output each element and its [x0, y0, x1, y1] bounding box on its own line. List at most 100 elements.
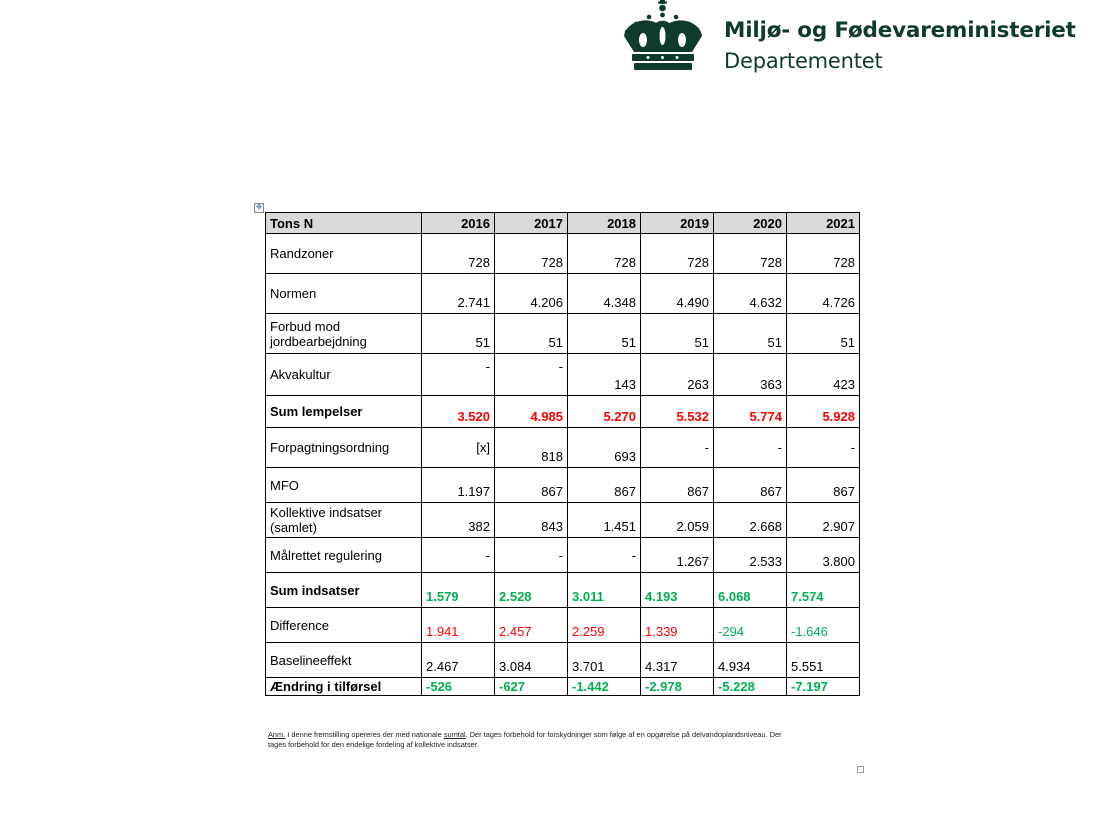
- table-row: Ændring i tilførsel -526 -627 -1.442 -2.…: [265, 677, 860, 696]
- table-cell: 4.726: [786, 273, 860, 314]
- row-label: Randzoner: [265, 233, 422, 274]
- row-label: MFO: [265, 467, 422, 503]
- row-label: Akvakultur: [265, 353, 422, 396]
- table-cell: -2.978: [640, 677, 714, 696]
- table-cell: 7.574: [786, 572, 860, 608]
- column-header: 2018: [567, 212, 641, 234]
- table-cell: -: [494, 353, 568, 396]
- table-cell: 143: [567, 353, 641, 396]
- table-cell: 2.259: [567, 607, 641, 643]
- table-cell: 3.011: [567, 572, 641, 608]
- table-cell: 728: [421, 233, 495, 274]
- table-cell: 5.270: [567, 395, 641, 428]
- table-cell: -1.442: [567, 677, 641, 696]
- table-cell: 1.941: [421, 607, 495, 643]
- table-cell: -: [640, 427, 714, 468]
- table-cell: 51: [640, 313, 714, 354]
- row-label: Difference: [265, 607, 422, 643]
- table-cell: 867: [713, 467, 787, 503]
- table-cell: 2.907: [786, 502, 860, 538]
- nitrogen-table: Tons N 2016 2017 2018 2019 2020 2021 Ran…: [265, 212, 860, 696]
- footnote-underlined: sumtal: [443, 730, 466, 739]
- table-cell: 6.068: [713, 572, 787, 608]
- table-cell: 2.059: [640, 502, 714, 538]
- table-cell: -: [713, 427, 787, 468]
- table-cell: 728: [786, 233, 860, 274]
- department-name: Departementet: [724, 49, 883, 73]
- table-row: Sum lempelser 3.520 4.985 5.270 5.532 5.…: [265, 395, 860, 428]
- row-label: Sum indsatser: [265, 572, 422, 608]
- table-cell: 2.668: [713, 502, 787, 538]
- table-cell: 4.632: [713, 273, 787, 314]
- table-cell: 263: [640, 353, 714, 396]
- column-header: 2021: [786, 212, 860, 234]
- table-cell: -: [567, 537, 641, 573]
- table-cell: 728: [640, 233, 714, 274]
- table-row: Baselineeffekt 2.467 3.084 3.701 4.317 4…: [265, 642, 860, 678]
- table-row: Randzoner 728 728 728 728 728 728: [265, 233, 860, 274]
- table-cell: 1.579: [421, 572, 495, 608]
- ministry-name: Miljø- og Fødevareministeriet: [724, 18, 1076, 43]
- table-cell: 2.528: [494, 572, 568, 608]
- table-cell: -627: [494, 677, 568, 696]
- table-cell: -5.228: [713, 677, 787, 696]
- table-cell: 423: [786, 353, 860, 396]
- table-cell: 2.533: [713, 537, 787, 573]
- column-header: 2017: [494, 212, 568, 234]
- column-header: 2020: [713, 212, 787, 234]
- table-cell: 2.467: [421, 642, 495, 678]
- table-cell: -: [421, 353, 495, 396]
- table-cell: 4.317: [640, 642, 714, 678]
- table-row: Forbud mod jordbearbejdning 51 51 51 51 …: [265, 313, 860, 354]
- row-label: Målrettet regulering: [265, 537, 422, 573]
- row-label: Normen: [265, 273, 422, 314]
- table-cell: -: [494, 537, 568, 573]
- table-header-row: Tons N 2016 2017 2018 2019 2020 2021: [265, 212, 860, 234]
- ministry-logo: Miljø- og Fødevareministeriet Departemen…: [618, 0, 1088, 80]
- table-cell: -: [421, 537, 495, 573]
- column-header: 2016: [421, 212, 495, 234]
- column-header: 2019: [640, 212, 714, 234]
- table-cell: 4.985: [494, 395, 568, 428]
- table-cell: 1.267: [640, 537, 714, 573]
- table-cell: -1.646: [786, 607, 860, 643]
- row-label: Forpagtningsordning: [265, 427, 422, 468]
- table-cell: 51: [786, 313, 860, 354]
- table-cell: 5.774: [713, 395, 787, 428]
- table-cell: 4.490: [640, 273, 714, 314]
- table-cell: 382: [421, 502, 495, 538]
- table-cell: 867: [640, 467, 714, 503]
- row-label: Kollektive indsatser (samlet): [265, 502, 422, 538]
- footnote-prefix: Anm.: [268, 730, 286, 739]
- table-cell: 5.551: [786, 642, 860, 678]
- table-cell: 2.457: [494, 607, 568, 643]
- table-cell: 51: [713, 313, 787, 354]
- table-cell: 728: [494, 233, 568, 274]
- footnote-text: . Der tages forbehold for forskydninger …: [268, 730, 782, 749]
- table-row: MFO 1.197 867 867 867 867 867: [265, 467, 860, 503]
- table-row: Kollektive indsatser (samlet) 382 843 1.…: [265, 502, 860, 538]
- table-row: Sum indsatser 1.579 2.528 3.011 4.193 6.…: [265, 572, 860, 608]
- table-move-handle-icon[interactable]: ✥: [254, 203, 264, 213]
- table-cell: 728: [713, 233, 787, 274]
- table-cell: 867: [494, 467, 568, 503]
- table-cell: 51: [421, 313, 495, 354]
- table-cell: 843: [494, 502, 568, 538]
- table-cell: 818: [494, 427, 568, 468]
- table-cell: 5.532: [640, 395, 714, 428]
- table-cell: 693: [567, 427, 641, 468]
- table-cell: 1.197: [421, 467, 495, 503]
- table-cell: 363: [713, 353, 787, 396]
- table-cell: 3.520: [421, 395, 495, 428]
- table-cell: 867: [786, 467, 860, 503]
- table-cell: 51: [494, 313, 568, 354]
- column-header: Tons N: [265, 212, 422, 234]
- table-footnote: Anm. I denne fremstilling opereres der m…: [268, 730, 788, 750]
- table-cell: 728: [567, 233, 641, 274]
- table-cell: 3.084: [494, 642, 568, 678]
- row-label: Forbud mod jordbearbejdning: [265, 313, 422, 354]
- table-cell: 867: [567, 467, 641, 503]
- end-of-cell-mark: [857, 766, 864, 773]
- table-cell: -: [786, 427, 860, 468]
- table-cell: 2.741: [421, 273, 495, 314]
